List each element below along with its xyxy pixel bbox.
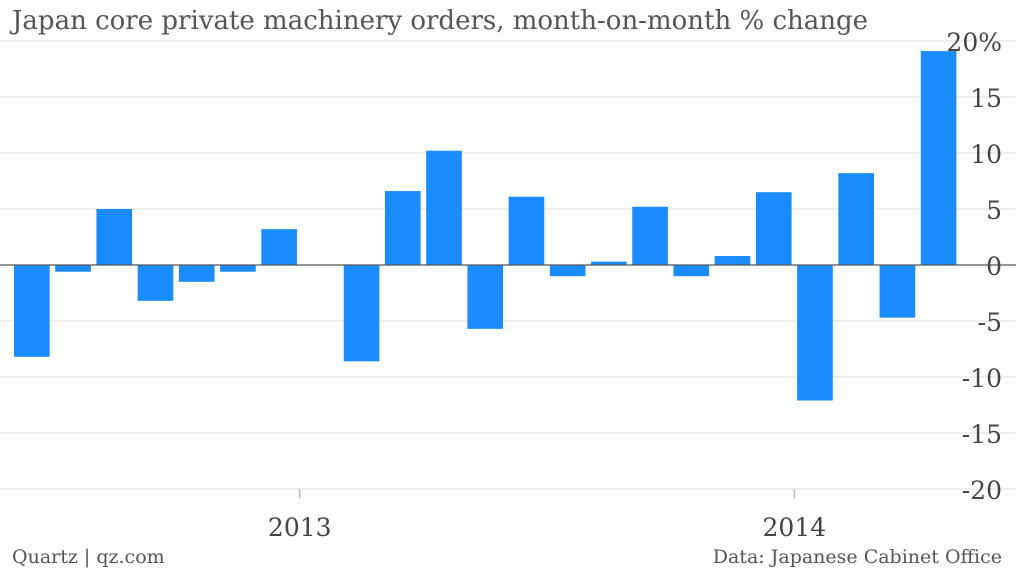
gridlines: [0, 40, 1016, 490]
bar: [714, 256, 751, 265]
bar: [96, 209, 133, 265]
y-tick-label: -15: [962, 420, 1002, 449]
bar: [137, 265, 174, 301]
y-tick-label: 15: [970, 84, 1002, 113]
bar: [508, 196, 545, 265]
bar: [549, 265, 586, 277]
y-axis-ticks: 20% 15 10 5 0 -5 -10 -15 -20: [946, 28, 1002, 505]
x-tick-label: 2013: [268, 513, 332, 542]
x-tick-label: 2014: [763, 513, 827, 542]
data-source-label: Data: Japanese Cabinet Office: [712, 546, 1002, 568]
bar: [879, 265, 916, 318]
bar: [343, 265, 380, 362]
chart-title: Japan core private machinery orders, mon…: [12, 6, 869, 36]
bar: [178, 265, 215, 282]
bar: [261, 229, 297, 265]
bar: [673, 265, 710, 277]
y-tick-label: -20: [962, 476, 1002, 505]
bar: [467, 265, 504, 329]
bar: [838, 173, 875, 265]
bar: [591, 261, 627, 265]
y-tick-label: -10: [962, 364, 1002, 393]
y-tick-label: -5: [978, 308, 1002, 337]
x-axis-ticks: 2013 2014: [268, 489, 826, 542]
bar: [426, 150, 462, 265]
bar: [14, 265, 50, 357]
credit-label: Quartz | qz.com: [12, 546, 165, 568]
bar: [920, 51, 957, 265]
bar: [755, 192, 792, 265]
y-tick-label: 0: [986, 252, 1002, 281]
y-tick-label: 10: [970, 140, 1002, 169]
bar: [55, 265, 91, 272]
bar: [384, 191, 421, 265]
y-tick-label: 5: [986, 196, 1002, 225]
bars: [14, 51, 957, 401]
bar: [797, 265, 833, 401]
y-tick-label: 20%: [946, 28, 1002, 57]
bar: [632, 206, 668, 265]
bar: [220, 265, 256, 272]
